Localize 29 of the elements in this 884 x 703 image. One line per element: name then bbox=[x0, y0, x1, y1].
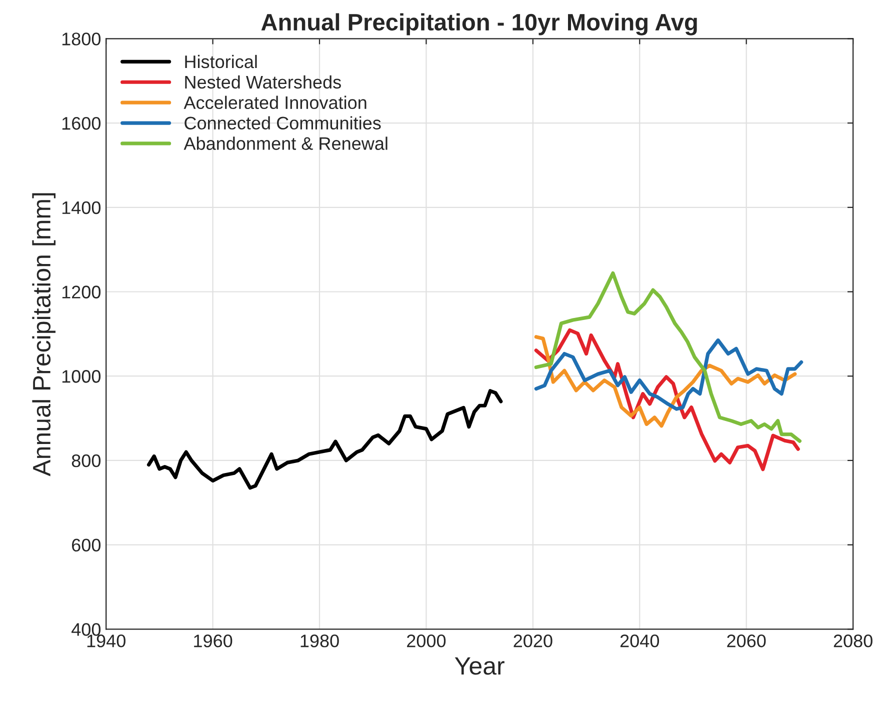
x-tick-label: 2060 bbox=[727, 634, 766, 648]
legend-label: Abandonment & Renewal bbox=[184, 136, 388, 150]
legend-label: Nested Watersheds bbox=[185, 75, 341, 89]
line-series bbox=[534, 338, 804, 411]
y-tick-label: 1600 bbox=[62, 116, 101, 130]
x-tick-label: 1960 bbox=[194, 634, 232, 648]
y-tick-label: 1200 bbox=[62, 286, 101, 298]
x-tick-label: 1980 bbox=[300, 634, 339, 648]
line-series bbox=[534, 328, 800, 472]
y-axis-title: Annual Precipitation [mm] bbox=[32, 193, 56, 476]
y-tick-label: 1400 bbox=[62, 201, 101, 214]
line-series bbox=[534, 335, 797, 428]
x-tick-label: 2080 bbox=[834, 634, 872, 648]
legend-label: Historical bbox=[185, 54, 257, 68]
y-tick-label: 600 bbox=[72, 538, 101, 552]
chart-title: Annual Precipitation - 10yr Moving Avg bbox=[261, 13, 697, 36]
line-series bbox=[534, 271, 802, 443]
legend-label: Connected Communities bbox=[184, 116, 381, 130]
legend-label: Accelerated Innovation bbox=[184, 96, 366, 110]
x-tick-label: 2020 bbox=[514, 634, 552, 648]
x-tick-label: 1940 bbox=[87, 634, 126, 648]
x-tick-label: 2040 bbox=[620, 634, 660, 648]
y-tick-label: 1000 bbox=[62, 370, 101, 383]
x-tick-label: 2000 bbox=[407, 634, 446, 648]
y-tick-label: 400 bbox=[72, 623, 101, 636]
line-series bbox=[146, 389, 503, 490]
y-tick-label: 800 bbox=[72, 454, 101, 468]
x-axis-title: Year bbox=[454, 657, 504, 675]
y-tick-label: 1800 bbox=[62, 32, 101, 46]
